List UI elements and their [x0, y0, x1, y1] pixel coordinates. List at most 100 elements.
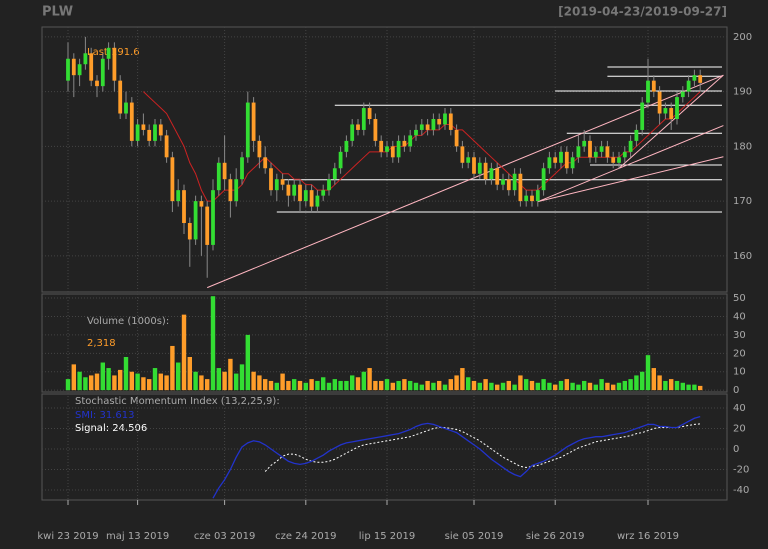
- candle-body: [425, 124, 430, 130]
- candle-body: [495, 168, 500, 185]
- y-tick-label: 20: [733, 348, 746, 359]
- candle-body: [680, 91, 685, 98]
- volume-bar: [118, 369, 123, 391]
- volume-bar: [587, 382, 593, 391]
- volume-bar: [89, 375, 94, 391]
- volume-bar: [228, 358, 233, 391]
- candle-body: [512, 173, 517, 191]
- candle-body: [164, 135, 169, 158]
- y-tick-label: 50: [733, 293, 746, 304]
- volume-bar: [518, 375, 523, 391]
- y-tick-label: 0: [733, 385, 739, 396]
- y-tick-label: 40: [733, 311, 746, 322]
- candle-body: [651, 80, 656, 92]
- volume-bar: [692, 384, 697, 391]
- volume-bar: [477, 382, 482, 391]
- volume-bar: [669, 379, 674, 391]
- volume-bar: [106, 368, 111, 391]
- candle-body: [686, 80, 691, 92]
- candle-body: [193, 201, 198, 240]
- candle-body: [669, 108, 674, 119]
- volume-bar: [506, 380, 511, 391]
- volume-bar: [512, 384, 517, 391]
- volume-bar: [257, 375, 262, 391]
- candle-body: [147, 129, 152, 141]
- candle-body: [89, 53, 94, 81]
- volume-bar: [274, 382, 279, 391]
- volume-bar: [489, 382, 494, 391]
- candle-body: [106, 47, 111, 59]
- candle-body: [321, 190, 326, 196]
- volume-bar: [628, 379, 633, 391]
- candle-body: [443, 113, 447, 125]
- volume-bar: [135, 373, 140, 391]
- candle-body: [344, 140, 349, 152]
- candle-body: [518, 173, 523, 202]
- candle-body: [257, 140, 262, 158]
- volume-bar: [454, 375, 459, 391]
- volume-bar: [210, 296, 216, 391]
- candle-body: [251, 102, 256, 141]
- candle-body: [83, 53, 88, 65]
- volume-bar: [599, 379, 604, 391]
- candle-body: [245, 102, 250, 158]
- volume-bar: [71, 364, 76, 391]
- volume-bar: [170, 345, 175, 391]
- candle-body: [414, 129, 418, 136]
- candle-body: [628, 140, 633, 152]
- candle-body: [327, 179, 331, 191]
- volume-bar: [222, 371, 227, 391]
- volume-bar: [158, 373, 163, 391]
- y-tick-label: 40: [733, 403, 746, 414]
- candle-body: [129, 102, 134, 141]
- volume-bar: [216, 368, 221, 391]
- x-tick-label: kwi 23 2019: [37, 531, 98, 542]
- volume-bar: [361, 371, 366, 391]
- candle-body: [182, 190, 186, 224]
- volume-bar: [698, 385, 703, 391]
- volume-bar: [205, 379, 210, 391]
- volume-bar: [558, 380, 564, 391]
- candle-body: [593, 151, 598, 158]
- y-tick-label: 160: [733, 251, 752, 262]
- candle-body: [286, 184, 291, 196]
- candle-body: [77, 64, 82, 76]
- y-tick-label: 170: [733, 196, 752, 207]
- candle-body: [559, 151, 563, 163]
- volume-bar: [674, 380, 680, 391]
- volume-bar: [187, 357, 192, 391]
- volume-bar: [321, 377, 326, 391]
- volume-bar: [437, 380, 442, 391]
- chart-title: PLW: [42, 5, 73, 20]
- candle-body: [460, 146, 465, 163]
- volume-bar: [286, 380, 291, 391]
- candle-body: [419, 124, 424, 130]
- volume-bar: [663, 380, 668, 391]
- volume-bar: [77, 371, 82, 391]
- candle-body: [338, 151, 343, 169]
- candle-body: [408, 135, 413, 147]
- candle-body: [530, 195, 534, 202]
- candle-body: [588, 140, 592, 158]
- volume-bar: [564, 379, 569, 391]
- y-tick-label: 20: [733, 424, 746, 435]
- x-tick-label: sie 26 2019: [526, 531, 585, 542]
- candle-body: [373, 118, 378, 141]
- y-tick-label: 30: [733, 330, 746, 341]
- volume-bar: [303, 382, 308, 391]
- volume-bar: [500, 382, 506, 391]
- candle-body: [431, 118, 436, 130]
- candle-body: [489, 168, 494, 180]
- volume-bar: [593, 384, 598, 391]
- candle-body: [292, 184, 297, 196]
- volume-bar: [373, 380, 378, 391]
- candle-body: [141, 124, 146, 130]
- candle-body: [228, 179, 233, 202]
- candle-body: [124, 102, 128, 114]
- candle-body: [501, 179, 505, 185]
- volume-bar: [645, 355, 651, 391]
- volume-bar: [112, 375, 117, 391]
- volume-bar: [547, 382, 552, 391]
